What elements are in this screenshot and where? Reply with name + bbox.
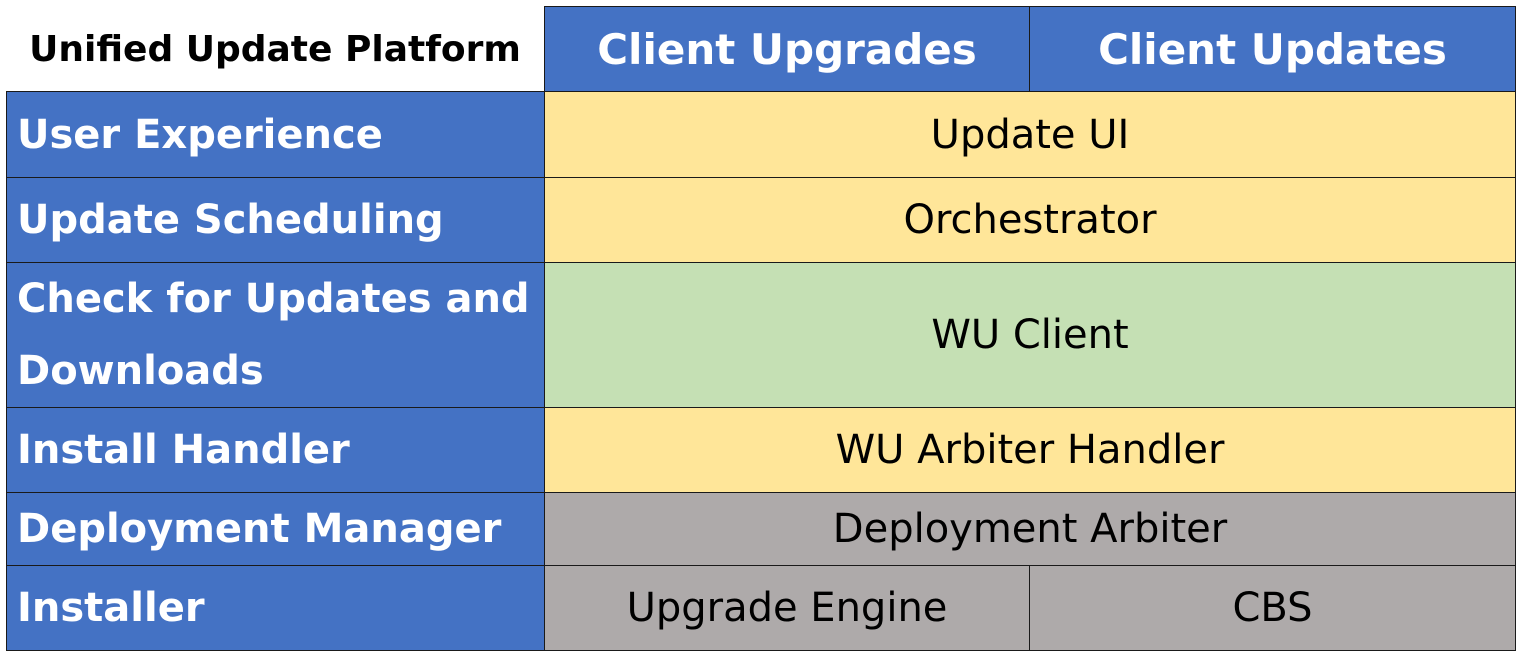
cell-cbs: CBS xyxy=(1029,565,1516,651)
row-label-check-for-updates: Check for Updates and Downloads xyxy=(6,262,545,408)
row-label-deployment-manager: Deployment Manager xyxy=(6,492,545,566)
diagram-title: Unified Update Platform xyxy=(29,28,521,70)
column-header-client-upgrades: Client Upgrades xyxy=(544,6,1030,92)
cell-orchestrator: Orchestrator xyxy=(544,177,1516,263)
column-header-client-updates: Client Updates xyxy=(1029,6,1516,92)
row-label-user-experience: User Experience xyxy=(6,91,545,178)
cell-upgrade-engine: Upgrade Engine xyxy=(544,565,1030,651)
row-label-update-scheduling: Update Scheduling xyxy=(6,177,545,263)
row-label-install-handler: Install Handler xyxy=(6,407,545,493)
cell-wu-arbiter-handler: WU Arbiter Handler xyxy=(544,407,1516,493)
cell-wu-client: WU Client xyxy=(544,262,1516,408)
cell-deployment-arbiter: Deployment Arbiter xyxy=(544,492,1516,566)
row-label-installer: Installer xyxy=(6,565,545,651)
cell-update-ui: Update UI xyxy=(544,91,1516,178)
